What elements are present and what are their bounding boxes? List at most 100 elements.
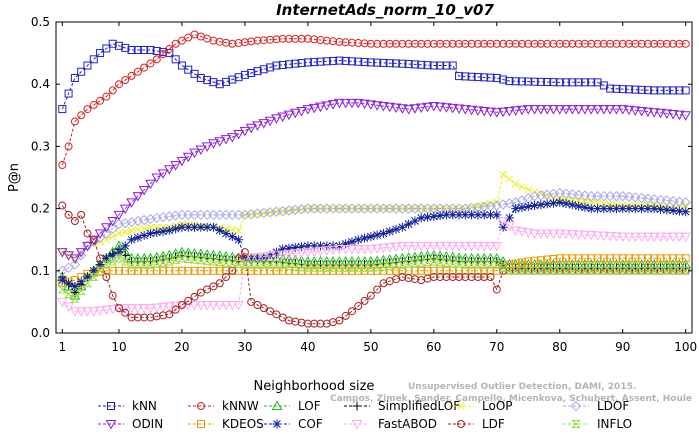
data-point bbox=[549, 39, 558, 48]
data-point bbox=[316, 57, 325, 66]
data-point bbox=[189, 255, 200, 264]
data-point bbox=[64, 89, 73, 98]
data-point bbox=[347, 263, 357, 272]
data-point bbox=[549, 254, 558, 263]
data-point bbox=[580, 78, 589, 87]
data-point bbox=[466, 260, 477, 269]
data-point bbox=[70, 117, 79, 126]
data-point bbox=[75, 248, 87, 258]
data-point bbox=[674, 110, 685, 121]
data-point bbox=[586, 204, 596, 214]
data-point bbox=[385, 261, 395, 270]
data-point bbox=[366, 291, 375, 300]
data-point bbox=[625, 39, 634, 48]
data-point bbox=[101, 305, 112, 316]
data-point bbox=[171, 224, 181, 234]
data-point bbox=[127, 266, 136, 275]
data-point bbox=[391, 261, 401, 270]
data-point bbox=[585, 105, 597, 115]
y-tick-label: 0.0 bbox=[31, 326, 50, 340]
data-point bbox=[253, 266, 262, 275]
data-point bbox=[409, 241, 421, 252]
data-point bbox=[548, 266, 559, 275]
data-point bbox=[272, 61, 281, 70]
data-point bbox=[203, 285, 212, 294]
data-point bbox=[618, 254, 627, 263]
data-point bbox=[335, 316, 344, 325]
data-point bbox=[422, 258, 433, 267]
data-point bbox=[555, 78, 564, 87]
data-point bbox=[524, 257, 533, 266]
data-point bbox=[535, 229, 547, 239]
x-tick-label: 1 bbox=[58, 340, 66, 354]
data-point bbox=[284, 261, 294, 270]
data-point bbox=[656, 254, 665, 263]
data-point bbox=[70, 294, 80, 303]
y-tick-label: 0.1 bbox=[31, 264, 50, 278]
data-point bbox=[592, 105, 603, 115]
data-point bbox=[82, 272, 92, 282]
data-point bbox=[114, 254, 124, 263]
data-point bbox=[278, 244, 288, 254]
data-point bbox=[297, 242, 307, 252]
data-point bbox=[650, 254, 659, 263]
data-point bbox=[234, 235, 244, 245]
data-point bbox=[215, 258, 225, 267]
data-point bbox=[554, 187, 565, 199]
data-point bbox=[159, 48, 168, 57]
data-point bbox=[222, 266, 231, 275]
data-point bbox=[548, 229, 559, 239]
data-point bbox=[221, 228, 231, 238]
data-point bbox=[611, 232, 622, 242]
data-point bbox=[133, 45, 142, 54]
data-point bbox=[675, 86, 684, 95]
data-point bbox=[107, 223, 118, 235]
series-ldof bbox=[57, 187, 691, 277]
data-point bbox=[681, 207, 691, 217]
data-point bbox=[283, 110, 295, 121]
data-point bbox=[226, 133, 238, 143]
data-point bbox=[94, 229, 106, 239]
data-point bbox=[415, 103, 427, 114]
data-point bbox=[234, 38, 243, 47]
data-point bbox=[649, 266, 659, 275]
data-point bbox=[108, 86, 117, 95]
data-point bbox=[120, 217, 131, 229]
data-point bbox=[467, 273, 476, 282]
data-point bbox=[102, 273, 111, 282]
data-point bbox=[341, 38, 350, 47]
data-point bbox=[278, 60, 287, 69]
data-point bbox=[541, 105, 553, 115]
data-point bbox=[530, 39, 539, 48]
data-point bbox=[315, 246, 326, 257]
data-point bbox=[340, 245, 352, 255]
data-point bbox=[373, 285, 382, 294]
data-point bbox=[467, 39, 476, 48]
data-point bbox=[64, 210, 73, 219]
data-point bbox=[215, 225, 225, 235]
data-point bbox=[289, 108, 301, 119]
data-point bbox=[524, 77, 533, 86]
data-point bbox=[119, 304, 131, 314]
plot-frame bbox=[55, 21, 693, 334]
data-point bbox=[89, 55, 98, 64]
data-point bbox=[662, 266, 672, 275]
data-point bbox=[398, 273, 407, 282]
data-point bbox=[196, 266, 205, 275]
data-point bbox=[504, 198, 515, 209]
data-point bbox=[140, 266, 149, 275]
data-point bbox=[675, 39, 684, 48]
data-point bbox=[461, 273, 470, 282]
data-point bbox=[215, 80, 224, 89]
data-point bbox=[253, 36, 262, 45]
data-point bbox=[309, 241, 319, 251]
data-point bbox=[473, 273, 482, 282]
data-point bbox=[611, 105, 622, 115]
x-tick-label: 10 bbox=[111, 340, 126, 354]
data-point bbox=[581, 197, 589, 206]
data-point bbox=[492, 39, 501, 48]
data-point bbox=[491, 200, 502, 211]
data-point bbox=[152, 227, 162, 237]
data-point bbox=[650, 39, 659, 48]
data-point bbox=[648, 108, 660, 118]
